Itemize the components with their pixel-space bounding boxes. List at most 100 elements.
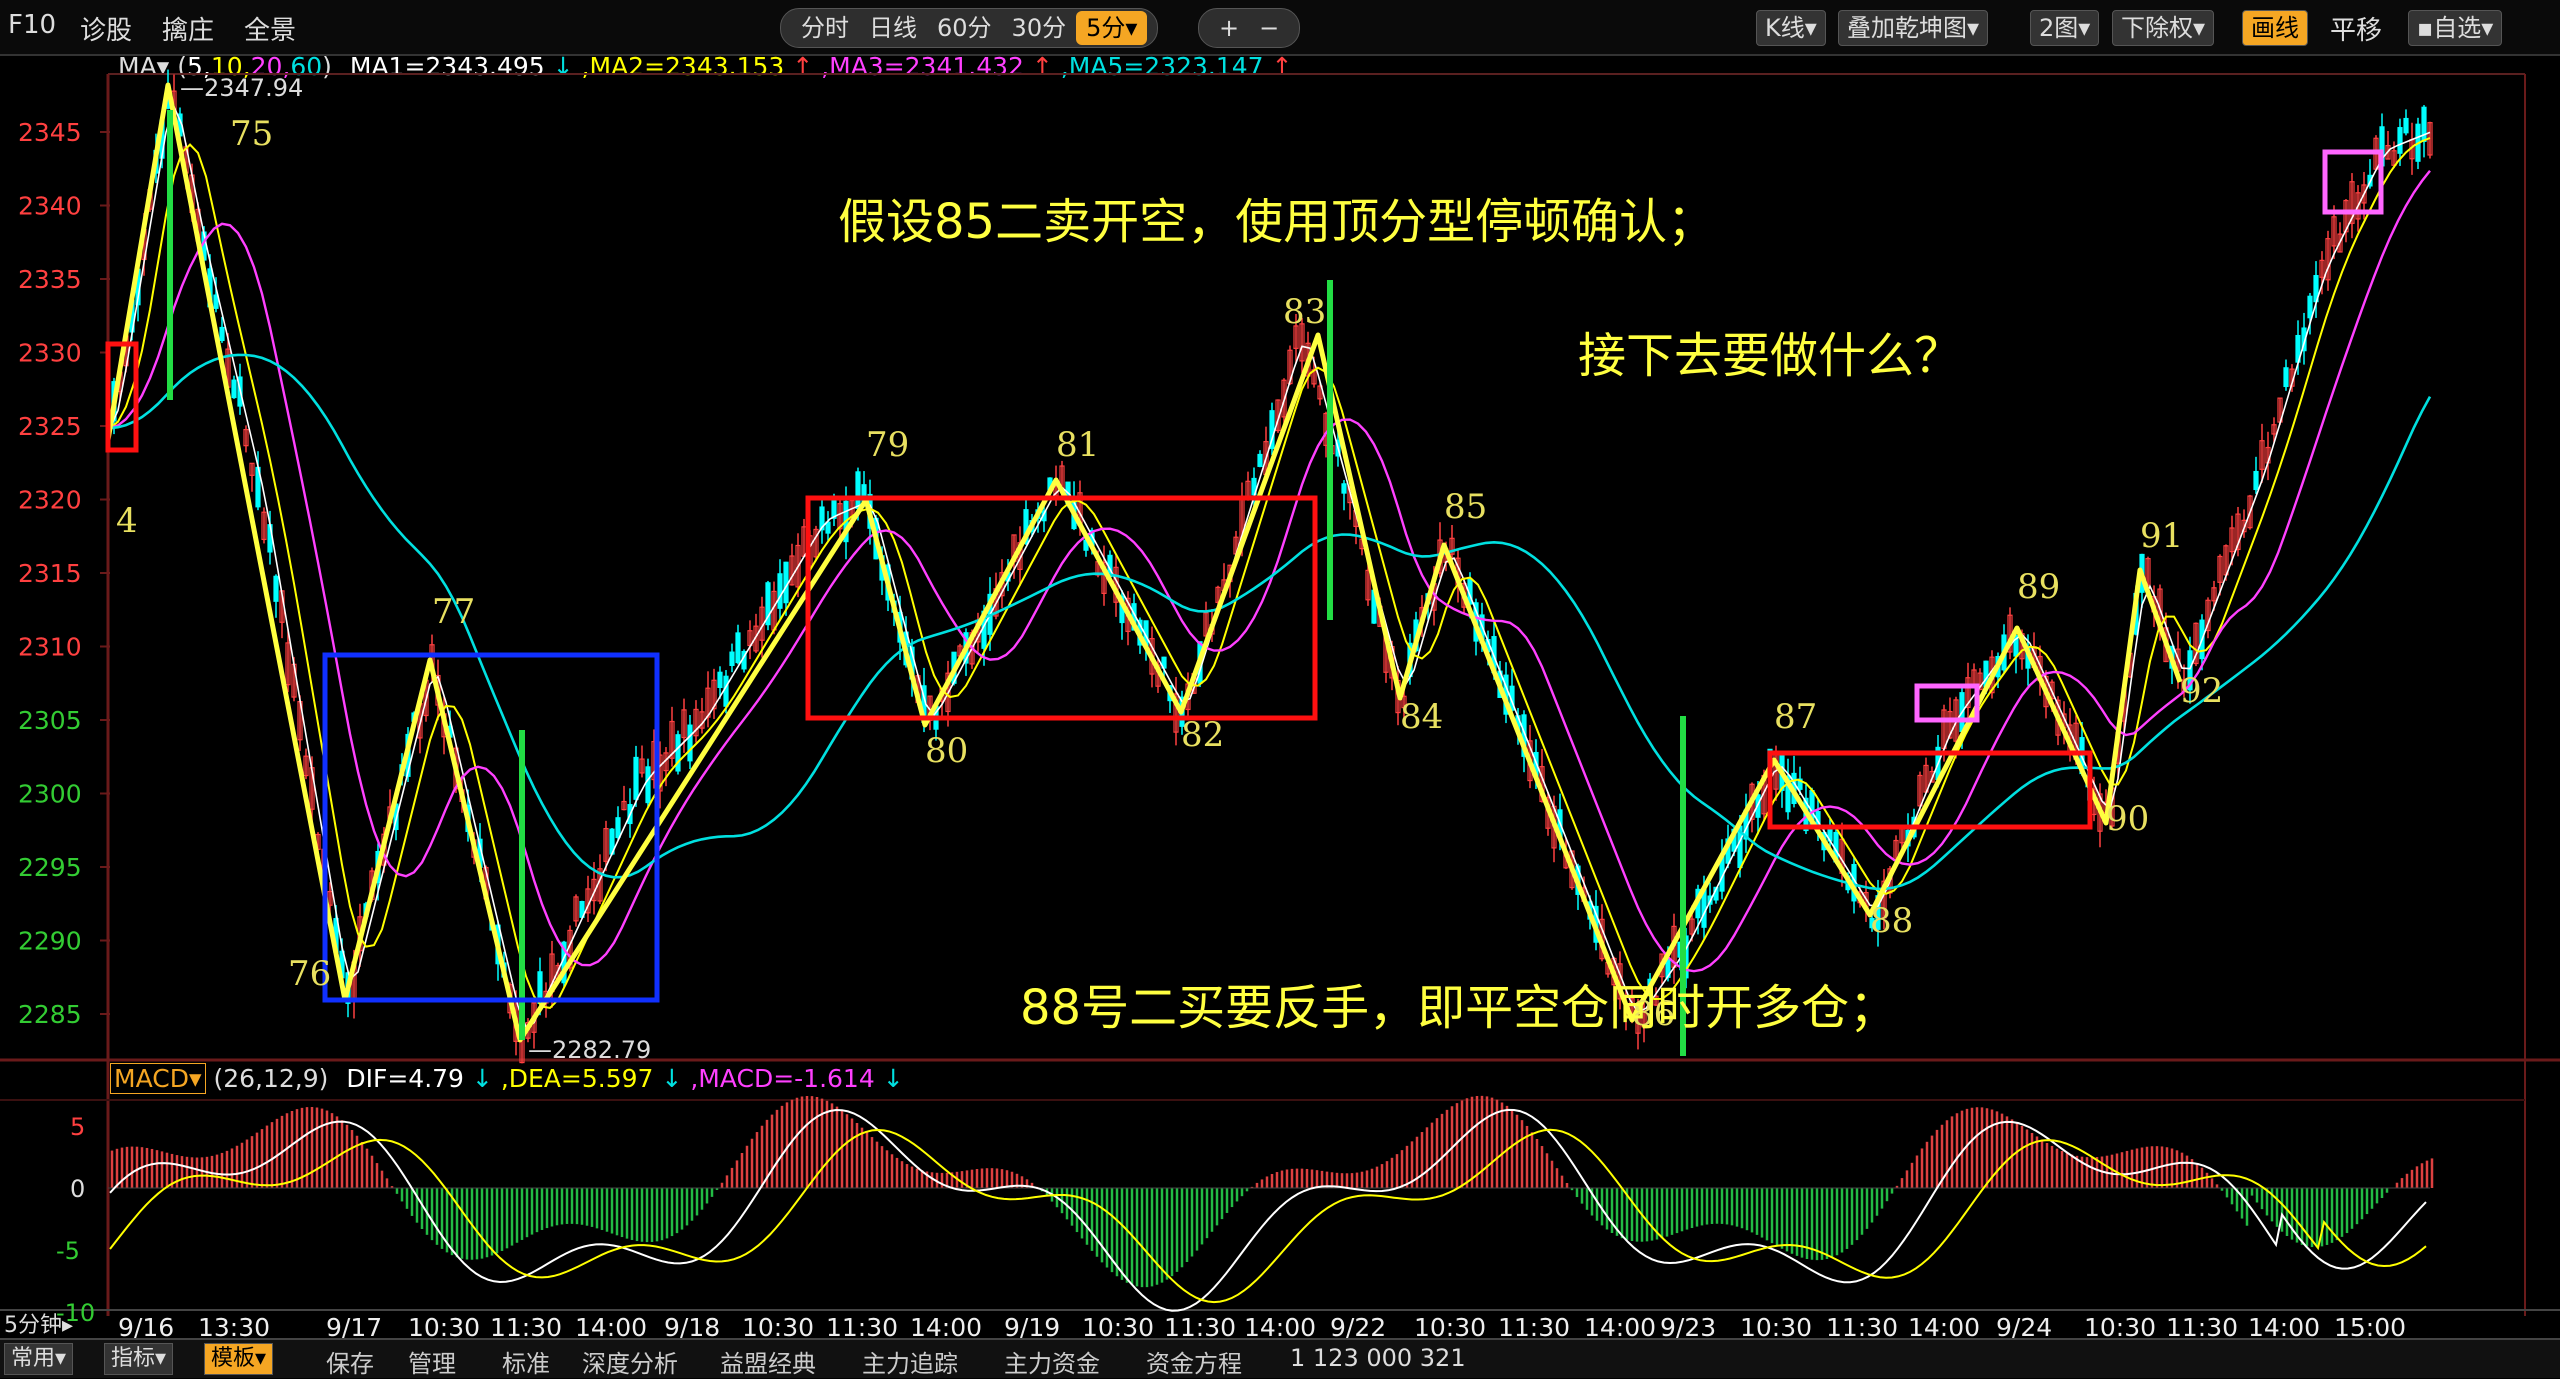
pivot-number-label: 87	[1774, 697, 1817, 737]
box-red-right	[1767, 750, 2093, 830]
y-axis-label: 2335	[18, 265, 82, 294]
candle-body	[1317, 385, 1323, 400]
candle-body	[1965, 677, 1971, 709]
macd-y-axis-label: 0	[70, 1175, 85, 1203]
annotation-text-3: 88号二买要反手，即平空仓同时开多仓；	[1020, 980, 1897, 1036]
ma-indicator-select[interactable]: MA▾	[118, 52, 170, 81]
candle-body	[2235, 513, 2241, 551]
candle-body	[639, 758, 645, 774]
zoom-out-button[interactable]: −	[1259, 14, 1280, 42]
x-axis-label: 14:00	[575, 1313, 647, 1338]
pivot-number-label: 88	[1870, 901, 1913, 941]
candle-body	[717, 671, 723, 688]
candle-body	[2337, 233, 2343, 253]
overlay-button[interactable]: 叠加乾坤图▾	[1838, 10, 1989, 46]
candle-body	[327, 890, 333, 906]
panorama-button[interactable]: 全景	[244, 16, 297, 46]
candle-body	[1341, 483, 1347, 494]
x-axis-label: 14:00	[910, 1313, 982, 1338]
candle-body	[819, 506, 825, 531]
dea-line	[109, 1128, 2427, 1304]
tab-5min[interactable]: 5分▾	[1076, 11, 1148, 45]
tab-fund-equation[interactable]: 资金方程	[1146, 1350, 1242, 1378]
y-axis-label: 2325	[18, 412, 82, 441]
save-button[interactable]: 保存	[326, 1350, 374, 1378]
annotation-text-1: 假设85二卖开空，使用顶分型停顿确认；	[838, 194, 1715, 250]
macd-histogram	[110, 1095, 2434, 1288]
tab-yimeng-classic[interactable]: 益盟经典	[720, 1350, 816, 1378]
qinzhuang-button[interactable]: 擒庄	[162, 16, 215, 46]
pivot-number-label: 90	[2106, 799, 2149, 839]
candle-body	[825, 521, 831, 534]
candle-body	[2349, 181, 2355, 224]
high-price-label: —2347.94	[180, 74, 303, 102]
candle-body	[645, 766, 651, 804]
manage-button[interactable]: 管理	[408, 1350, 456, 1378]
draw-line-button[interactable]: 画线	[2242, 10, 2308, 46]
diagnose-button[interactable]: 诊股	[80, 16, 133, 46]
candle-body	[1689, 918, 1695, 935]
candle-body	[2307, 295, 2313, 319]
pivot-number-label: 81	[1056, 425, 1099, 465]
candle-body	[813, 528, 819, 558]
f10-button[interactable]: F10	[8, 10, 57, 40]
tab-timeshare[interactable]: 分时	[801, 14, 849, 42]
zoom-in-button[interactable]: +	[1219, 14, 1240, 42]
y-axis-label: 2305	[18, 706, 82, 735]
candle-body	[837, 503, 843, 530]
candle-body	[2253, 470, 2259, 491]
candle-body	[603, 828, 609, 862]
kline-chart[interactable]: 2345 2340 2335 2330 2325 2320 2315 2310 2305 2300…	[0, 54, 2560, 1338]
tab-30min[interactable]: 30分	[1011, 14, 1067, 42]
tab-depth-analysis[interactable]: 深度分析	[582, 1350, 678, 1378]
x-axis-label: 10:30	[1740, 1313, 1812, 1338]
watchlist-button[interactable]: ▪自选▾	[2408, 10, 2503, 46]
candle-body	[2271, 424, 2277, 435]
candle-body	[711, 679, 717, 710]
candle-body	[945, 672, 951, 713]
annotation-text-2: 接下去要做什么？	[1578, 328, 1962, 384]
candle-body	[2187, 650, 2193, 691]
candle-body	[2217, 555, 2223, 583]
candle-body	[1365, 569, 1371, 601]
candle-body	[687, 724, 693, 762]
ex-rights-button[interactable]: 下除权▾	[2112, 10, 2215, 46]
template-button[interactable]: 模板▾	[204, 1343, 274, 1375]
common-button[interactable]: 常用▾	[4, 1343, 74, 1375]
x-axis-label: 11:30	[2166, 1313, 2238, 1338]
candle-body	[1785, 775, 1791, 813]
macd-arrow: ↓	[882, 1064, 904, 1093]
candle-body	[1023, 509, 1029, 544]
period-tab-group: 分时 日线 60分 30分 5分▾	[780, 8, 1159, 48]
pivot-number-label: 77	[432, 592, 475, 632]
x-axis-label: 10:30	[408, 1313, 480, 1338]
candle-body	[219, 326, 225, 342]
tab-main-force-track[interactable]: 主力追踪	[862, 1350, 958, 1378]
indicator-button[interactable]: 指标▾	[104, 1343, 174, 1375]
candle-body	[669, 720, 675, 759]
candle-body	[261, 511, 267, 541]
y-axis-label: 2290	[18, 927, 82, 956]
two-chart-button[interactable]: 2图▾	[2030, 10, 2100, 46]
zoom-group: + −	[1198, 8, 1301, 48]
tab-60min[interactable]: 60分	[937, 14, 992, 42]
y-axis-label: 2310	[18, 633, 82, 662]
ma-param-close: )	[322, 52, 332, 81]
pan-button[interactable]: 平移	[2330, 16, 2383, 46]
candle-body	[765, 582, 771, 626]
x-axis-label: 11:30	[1826, 1313, 1898, 1338]
bottom-toolbar: 常用▾ 指标▾ 模板▾ 保存 管理 标准 深度分析 益盟经典 主力追踪 主力资金…	[0, 1338, 2560, 1378]
tab-standard[interactable]: 标准	[502, 1350, 550, 1378]
ma-info-line: MA▾ (5,10,20,60) MA1=2343.495 ↓ ,MA2=234…	[118, 52, 1292, 81]
pivot-number-label: 84	[1400, 697, 1443, 737]
x-axis-label: 10:30	[1082, 1313, 1154, 1338]
macd-indicator-select[interactable]: MACD▾	[110, 1063, 206, 1094]
candle-body	[2397, 127, 2403, 154]
y-axis-label: 2300	[18, 780, 82, 809]
x-axis-label: 11:30	[490, 1313, 562, 1338]
tab-daily[interactable]: 日线	[869, 14, 917, 42]
tab-main-force-fund[interactable]: 主力资金	[1004, 1350, 1100, 1378]
candle-body	[1869, 917, 1875, 929]
candle-body	[615, 817, 621, 839]
kline-button[interactable]: K线▾	[1756, 10, 1826, 46]
